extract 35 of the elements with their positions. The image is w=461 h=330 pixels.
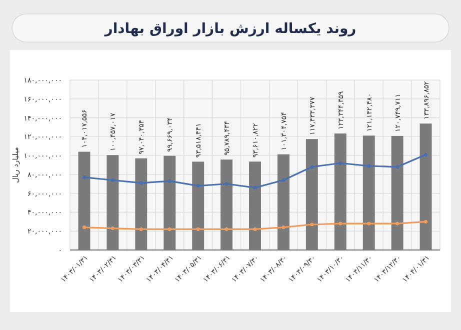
point (82, 226, 86, 230)
point (367, 164, 371, 168)
point (424, 220, 428, 224)
bar (106, 155, 119, 250)
bar (277, 154, 290, 250)
point (253, 186, 257, 190)
point (282, 226, 286, 230)
point (338, 161, 342, 165)
bar (306, 139, 318, 250)
chart-title: روند یکساله ارزش بازار اوراق بهادار (104, 21, 356, 37)
point (310, 165, 314, 169)
point (396, 165, 400, 169)
bar (78, 152, 90, 250)
bar (164, 156, 176, 250)
point (139, 181, 143, 185)
point (367, 222, 371, 226)
point (253, 227, 257, 232)
bar (249, 162, 261, 250)
point (424, 152, 428, 156)
bar (420, 124, 432, 250)
bar (362, 136, 375, 250)
bar (334, 134, 346, 250)
point (82, 175, 86, 180)
bar (192, 162, 204, 250)
point (110, 178, 114, 182)
bar (135, 158, 148, 250)
point (139, 227, 143, 232)
point (282, 178, 286, 182)
point (224, 182, 228, 186)
point (168, 179, 172, 183)
point (396, 222, 400, 226)
bar (220, 160, 233, 250)
point (310, 222, 314, 226)
bar (391, 136, 404, 250)
point (338, 222, 342, 226)
